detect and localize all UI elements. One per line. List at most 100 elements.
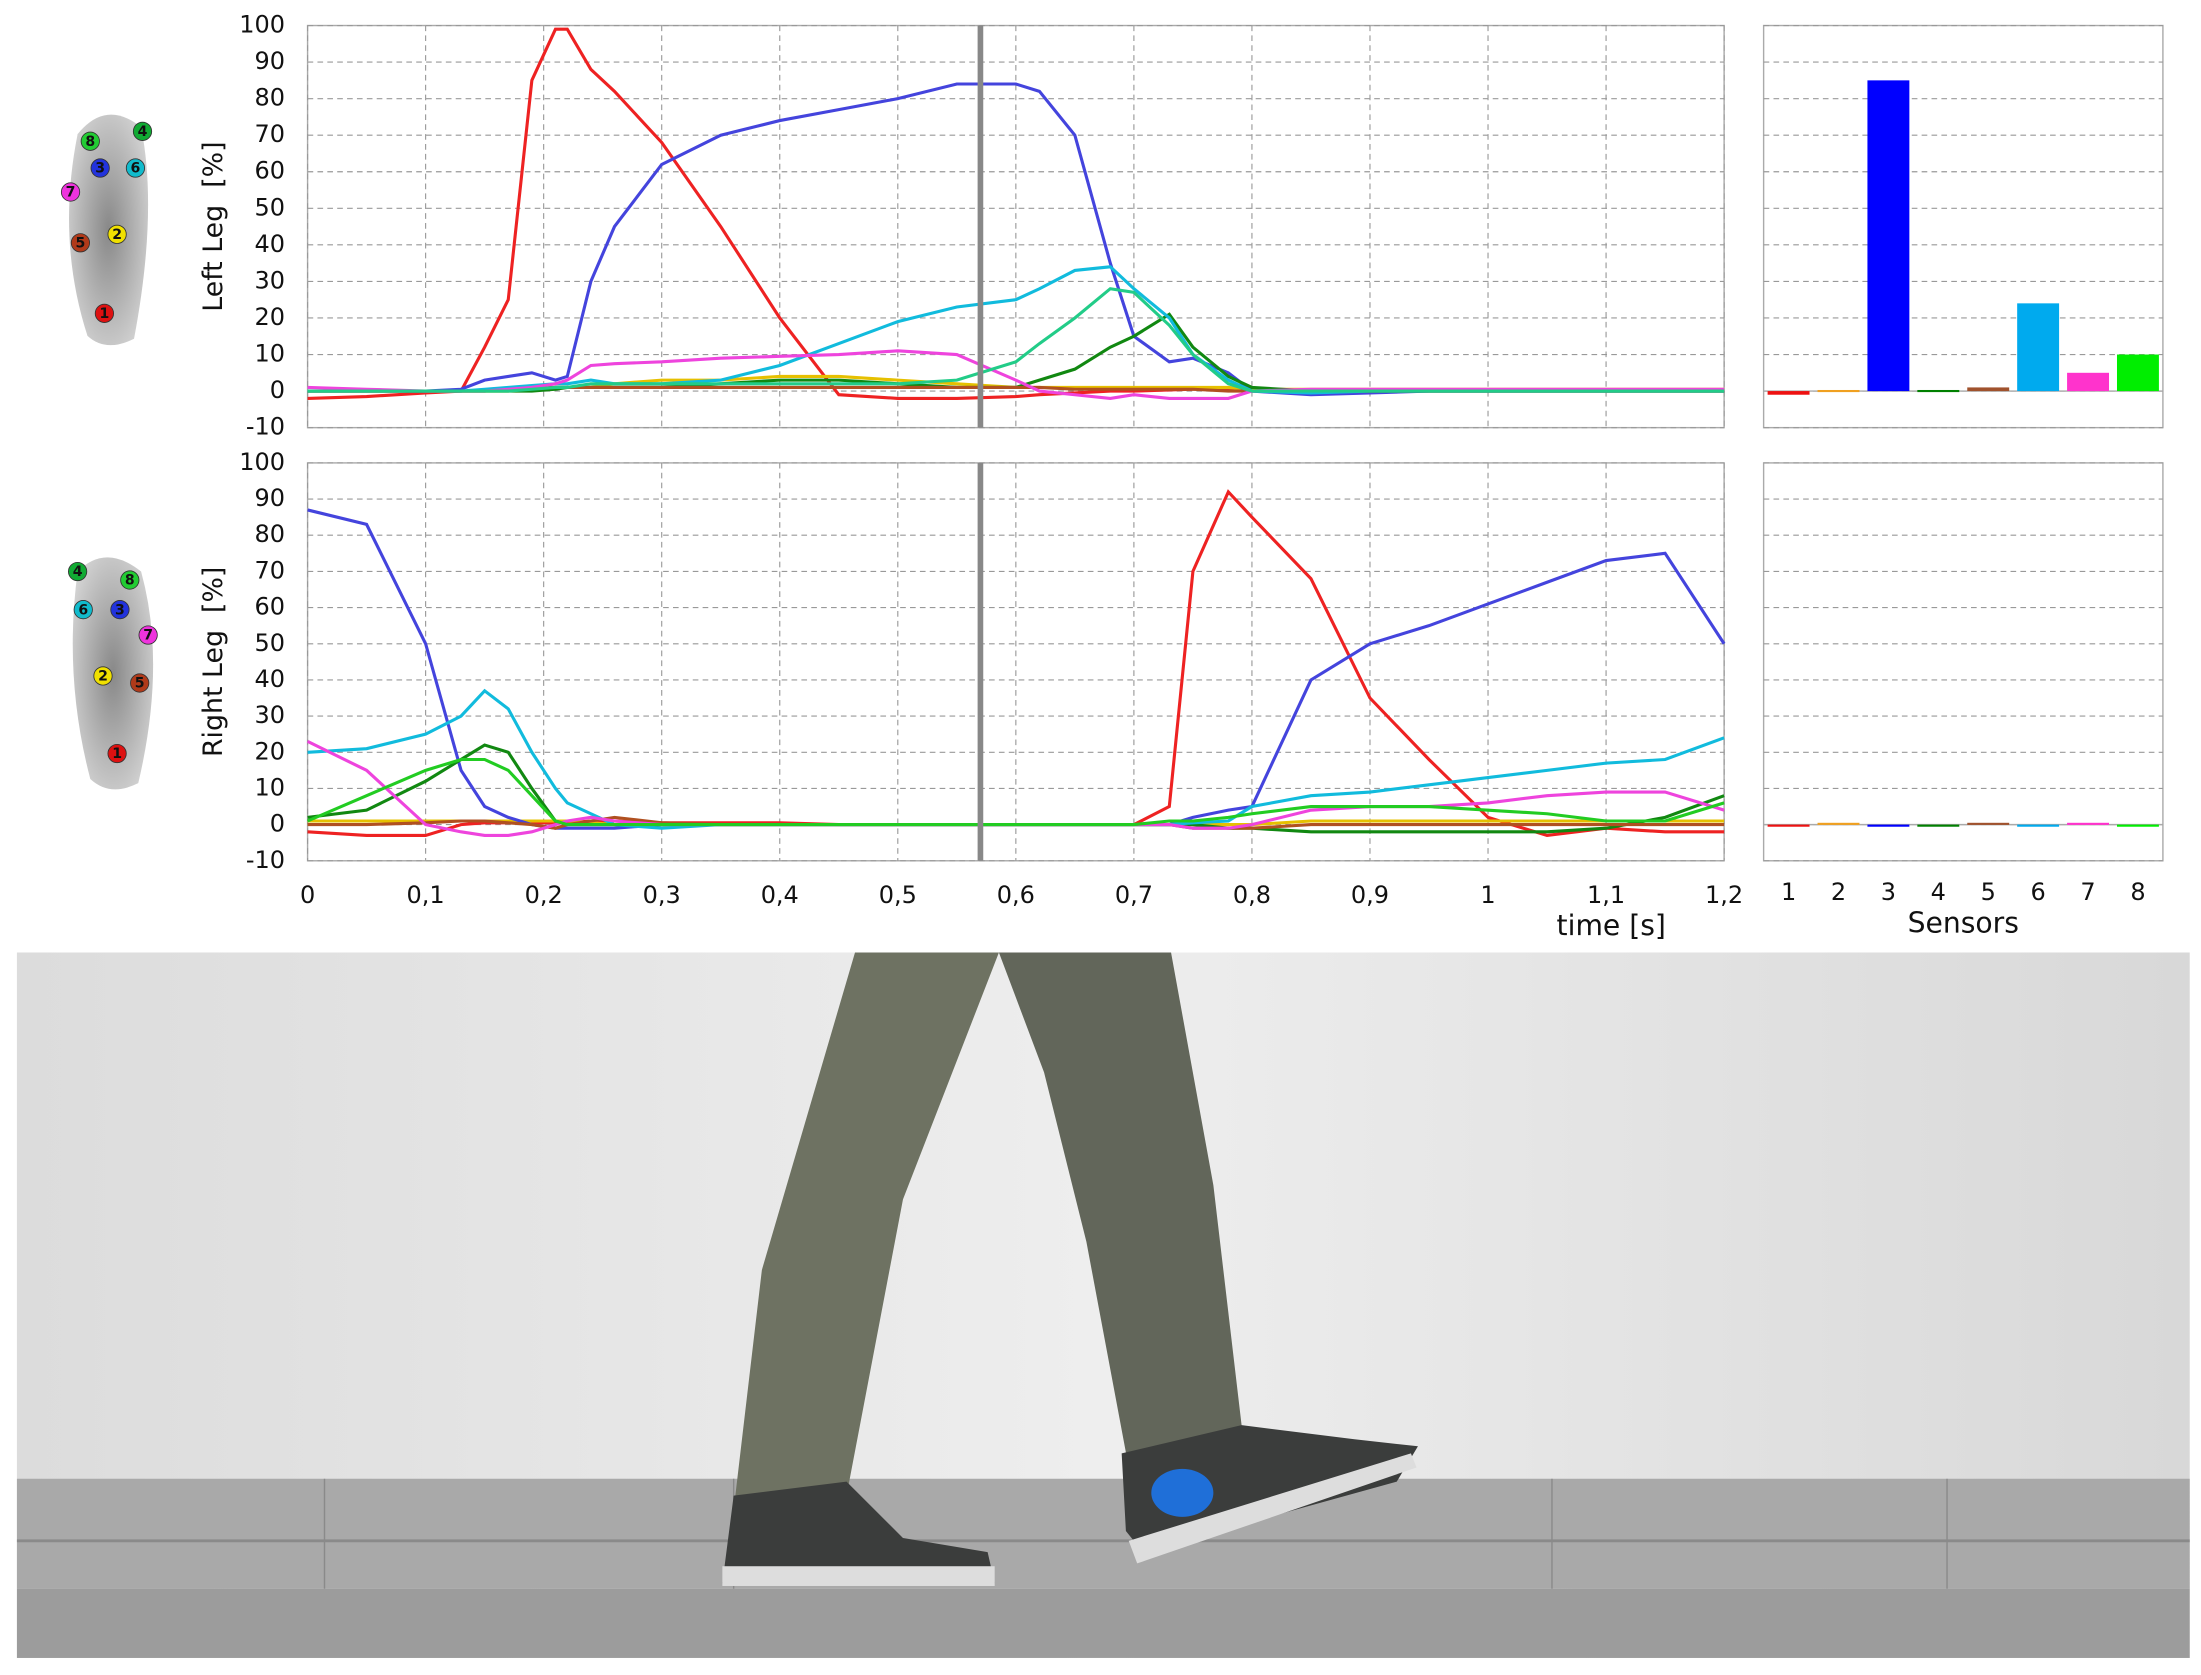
sensor-dot xyxy=(110,600,130,620)
x-tick-label: 0,8 xyxy=(1233,881,1271,909)
bar xyxy=(1967,822,2010,825)
y-tick-label: 70 xyxy=(255,120,286,148)
x-tick-label: 1,1 xyxy=(1587,881,1625,909)
plot-frame xyxy=(1762,24,2164,429)
x-tick-label: 8 xyxy=(2130,878,2145,906)
series-line xyxy=(306,757,1725,827)
sensor-label: 5 xyxy=(135,676,145,692)
y-tick-label: 100 xyxy=(239,11,285,39)
bar xyxy=(2017,824,2060,827)
x-tick-label: 5 xyxy=(1981,878,1996,906)
y-axis-label: Right Leg [%] xyxy=(198,567,229,757)
y-tick-label: 20 xyxy=(255,303,286,331)
x-tick-label: 1 xyxy=(1480,881,1495,909)
sensor-dot xyxy=(80,131,100,151)
sensor-dot xyxy=(130,673,150,693)
bar xyxy=(1867,80,1910,392)
y-tick-label: 80 xyxy=(255,520,286,548)
sensor-dot xyxy=(60,182,81,202)
x-tick-label: 0,5 xyxy=(879,881,917,909)
sensor-dot xyxy=(138,625,158,645)
x-tick-label: 0,7 xyxy=(1115,881,1153,909)
sensor-dot xyxy=(70,233,91,253)
bar xyxy=(2116,824,2159,827)
sensor-label: 1 xyxy=(112,746,122,762)
y-tick-label: 60 xyxy=(255,593,286,621)
sensor-dot xyxy=(90,158,110,178)
x-axis-label: Sensors xyxy=(1908,906,2019,939)
bar xyxy=(2067,372,2110,392)
sensor-label: 7 xyxy=(143,628,153,644)
x-tick-label: 0,3 xyxy=(643,881,681,909)
sensor-dot xyxy=(68,561,88,582)
y-tick-label: 10 xyxy=(255,340,286,368)
sensor-dot xyxy=(93,666,113,686)
sensor-label: 2 xyxy=(98,669,108,685)
sensor-dot xyxy=(107,743,127,764)
sensor-label: 3 xyxy=(115,602,125,618)
bar xyxy=(1817,822,1860,825)
series-line xyxy=(307,287,1725,393)
y-tick-label: 40 xyxy=(255,230,286,258)
sensor-label: 8 xyxy=(85,134,95,150)
y-tick-label: 80 xyxy=(255,84,286,112)
y-tick-label: 90 xyxy=(255,47,286,75)
sensor-label: 3 xyxy=(95,161,105,177)
y-tick-label: 100 xyxy=(239,448,285,476)
right-insole-icon xyxy=(72,557,154,790)
sensor-label: 6 xyxy=(78,602,88,618)
sensor-dot xyxy=(94,303,115,323)
bar xyxy=(1917,824,1960,827)
x-tick-label: 1,2 xyxy=(1705,881,1743,909)
sensor-dot xyxy=(132,121,153,141)
sensor-label: 4 xyxy=(73,564,83,580)
video-frame xyxy=(16,952,2190,1658)
sensor-label: 6 xyxy=(131,161,141,177)
plot-frame xyxy=(1762,462,2164,862)
sensor-dot xyxy=(125,158,146,178)
x-tick-label: 0,2 xyxy=(525,881,563,909)
sensor-label: 8 xyxy=(125,573,135,589)
series-line xyxy=(307,349,1725,400)
bar xyxy=(1967,387,2010,392)
sensor-label: 1 xyxy=(100,306,110,322)
y-tick-label: 70 xyxy=(255,556,286,584)
y-tick-label: 90 xyxy=(255,484,286,512)
y-axis-label: Left Leg [%] xyxy=(198,141,229,311)
y-tick-label: 40 xyxy=(255,665,286,693)
bar xyxy=(1917,389,1960,393)
y-tick-label: 50 xyxy=(255,193,286,221)
y-tick-label: 0 xyxy=(270,810,285,838)
y-tick-label: 0 xyxy=(270,376,285,404)
x-tick-label: 4 xyxy=(1931,878,1946,906)
y-tick-label: -10 xyxy=(246,846,285,874)
bar xyxy=(1767,824,1810,827)
y-tick-label: 30 xyxy=(255,701,286,729)
x-tick-label: 0,1 xyxy=(407,881,445,909)
bar xyxy=(2067,822,2110,825)
y-tick-label: -10 xyxy=(246,413,285,441)
sensor-label: 7 xyxy=(66,185,76,201)
y-tick-label: 20 xyxy=(255,737,286,765)
sensor-dot xyxy=(73,600,93,620)
bar xyxy=(1817,389,1860,393)
x-tick-label: 3 xyxy=(1881,878,1896,906)
bar xyxy=(1867,824,1910,827)
x-axis-label: time [s] xyxy=(1557,909,1666,942)
bar xyxy=(2017,303,2060,392)
x-tick-label: 0 xyxy=(300,881,315,909)
sensor-dot xyxy=(107,224,127,244)
y-tick-label: 50 xyxy=(255,629,286,657)
sensor-dot xyxy=(120,570,140,590)
x-tick-label: 7 xyxy=(2080,878,2095,906)
sensor-label: 5 xyxy=(76,236,86,252)
x-tick-label: 2 xyxy=(1831,878,1846,906)
y-tick-label: 60 xyxy=(255,157,286,185)
x-tick-label: 6 xyxy=(2031,878,2046,906)
x-tick-label: 0,9 xyxy=(1351,881,1389,909)
x-tick-label: 0,6 xyxy=(997,881,1035,909)
y-tick-label: 10 xyxy=(255,773,286,801)
sensor-label: 2 xyxy=(112,227,122,243)
